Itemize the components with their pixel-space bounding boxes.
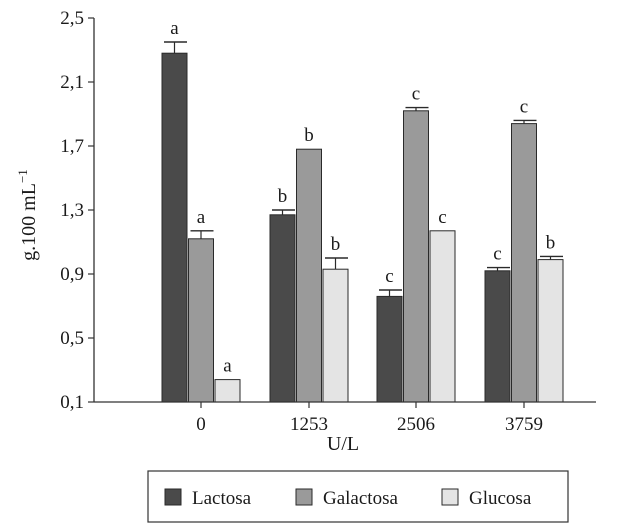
x-tick-label: 0: [196, 414, 206, 435]
bar-glucosa: [322, 268, 349, 403]
bar-galactosa: [296, 148, 322, 403]
legend-label-glucosa: Glucosa: [469, 488, 532, 509]
y-tick-label: 0,1: [60, 392, 84, 413]
legend-swatch-glucosa: [441, 488, 459, 506]
y-tick-label: 1,3: [60, 200, 84, 221]
bar-galactosa: [511, 123, 537, 403]
y-tick-label: 2,1: [60, 72, 84, 93]
y-tick-label: 2,5: [60, 8, 84, 29]
significance-label: b: [278, 186, 288, 207]
significance-label: b: [304, 125, 314, 146]
x-tick-label: 3759: [505, 414, 543, 435]
y-tick-label: 1,7: [60, 136, 84, 157]
significance-label: b: [331, 234, 341, 255]
bars: a a a b b b c c c c c b: [161, 18, 564, 403]
legend-label-galactosa: Galactosa: [323, 488, 398, 509]
y-axis-title-text: g.100 mL: [18, 183, 40, 261]
legend-label-lactosa: Lactosa: [192, 488, 252, 509]
bar-glucosa: [537, 259, 564, 403]
x-tick-label: 2506: [397, 414, 435, 435]
bar-galactosa: [188, 238, 214, 403]
significance-label: a: [223, 356, 232, 377]
significance-label: a: [197, 207, 206, 228]
significance-label: a: [170, 18, 179, 39]
bar-lactosa: [484, 270, 511, 403]
x-axis-title: U/L: [327, 433, 359, 455]
x-axis-ticks: 0 1253 2506 3759: [196, 402, 543, 435]
y-axis-ticks: 0,1 0,5 0,9 1,3 1,7 2,1 2,5: [60, 8, 94, 413]
y-axis-title-superscript: −1: [15, 169, 30, 183]
x-tick-label: 1253: [290, 414, 328, 435]
bar-galactosa: [403, 110, 429, 403]
legend-swatch-lactosa: [164, 488, 182, 506]
significance-label: c: [412, 84, 420, 105]
bar-lactosa: [161, 52, 188, 403]
y-tick-label: 0,9: [60, 264, 84, 285]
svg-text:g.100 mL−1: g.100 mL−1: [15, 169, 40, 261]
legend: [147, 470, 569, 523]
y-tick-label: 0,5: [60, 328, 84, 349]
bar-glucosa: [214, 379, 241, 403]
legend-swatch-galactosa: [295, 488, 313, 506]
significance-label: c: [493, 244, 501, 265]
legend-items: Lactosa Galactosa Glucosa: [164, 488, 532, 509]
significance-label: c: [385, 266, 393, 287]
significance-label: c: [520, 96, 528, 117]
bar-lactosa: [269, 214, 296, 403]
bar-glucosa: [429, 230, 456, 403]
significance-label: c: [438, 207, 446, 228]
significance-label: b: [546, 232, 556, 253]
y-axis-title: g.100 mL−1: [15, 169, 40, 261]
bar-lactosa: [376, 295, 403, 403]
